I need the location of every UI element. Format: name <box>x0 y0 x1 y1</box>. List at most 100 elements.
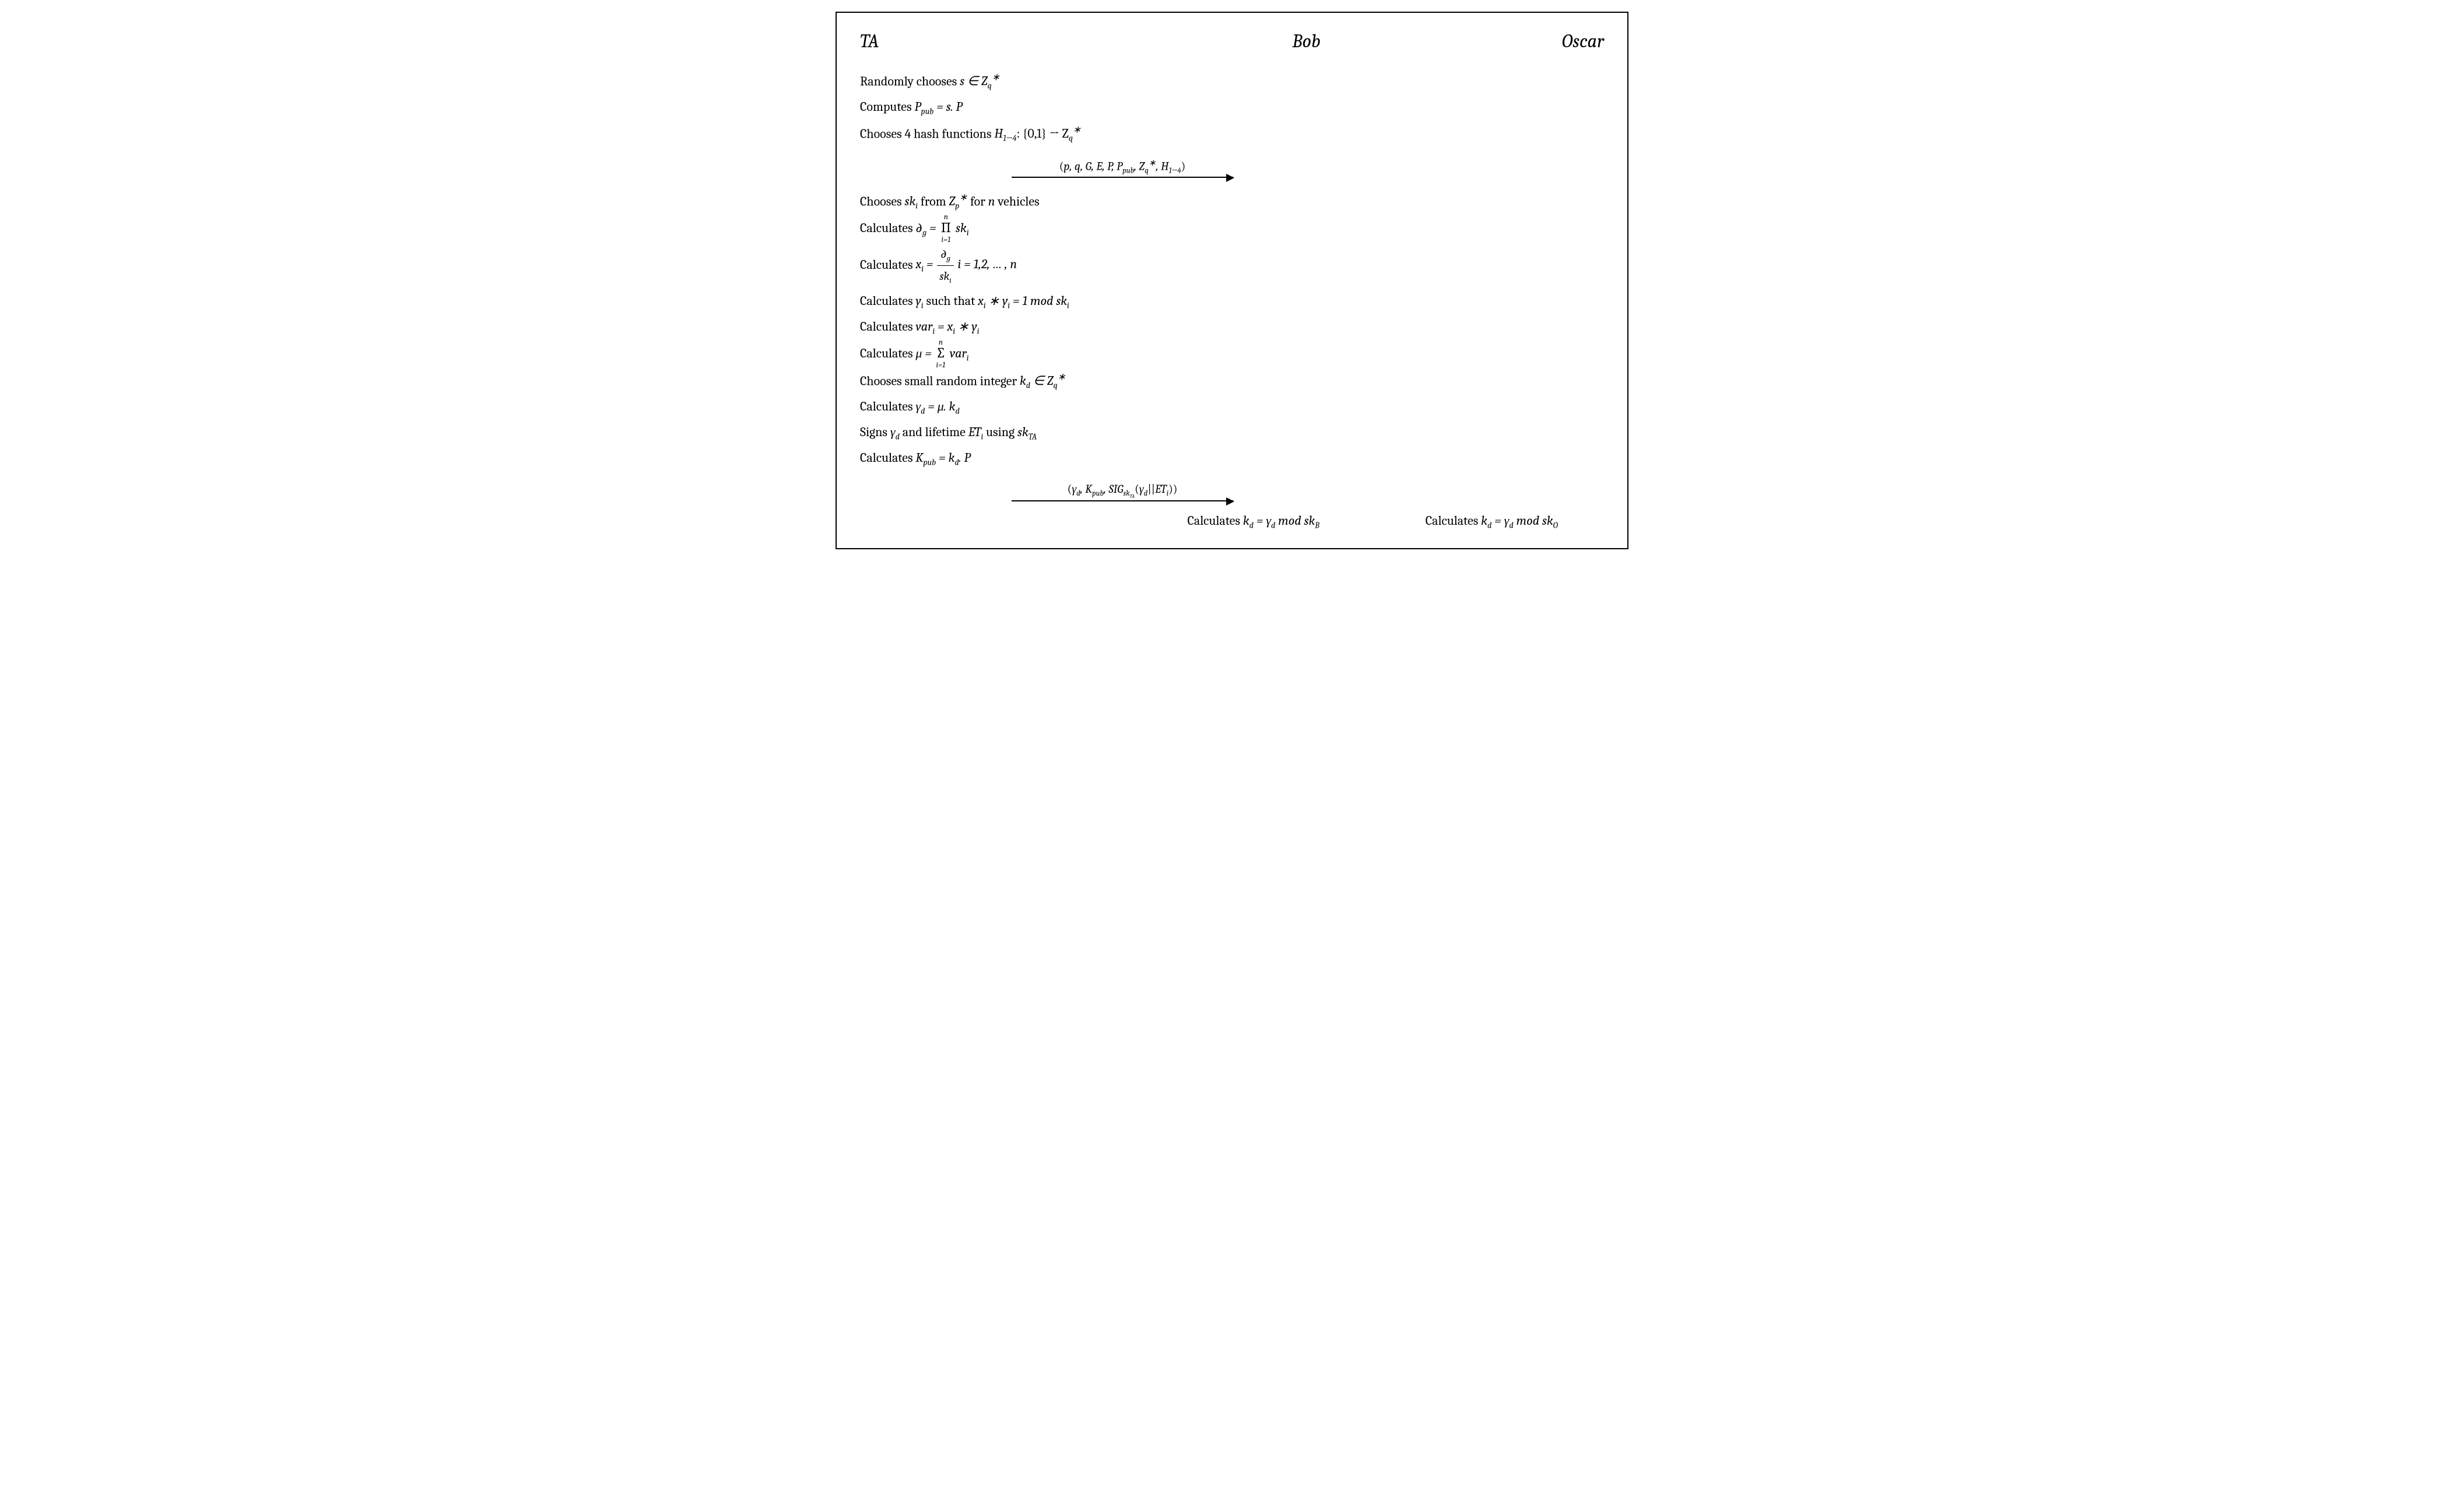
arrow1-line <box>1012 177 1233 178</box>
math: var <box>947 346 967 361</box>
math: γ <box>1072 482 1076 496</box>
math: Z <box>949 194 955 209</box>
math: ET <box>968 424 981 440</box>
text: vehicles <box>995 194 1039 209</box>
math: y <box>1002 293 1008 308</box>
math: γ <box>915 399 921 414</box>
math: K <box>915 450 923 465</box>
ta-keygen-block: Chooses ski from Zp∗ for n vehicles Calc… <box>860 189 1604 471</box>
math: k <box>1243 513 1249 528</box>
math: P <box>914 99 921 114</box>
math: i = 1,2, … , n <box>955 257 1017 272</box>
sup: ∗ <box>959 192 967 203</box>
op: || <box>1147 482 1155 496</box>
sub: i=1 <box>941 233 950 247</box>
sub: pub <box>921 107 934 117</box>
sub: d <box>1509 521 1513 531</box>
math: ET <box>1155 482 1167 496</box>
sub: q <box>988 81 992 91</box>
fraction: ∂g ski <box>937 244 953 287</box>
sup: n <box>944 210 948 224</box>
prod-op: n∏i=1 <box>940 216 952 241</box>
paren: ( <box>1135 482 1139 496</box>
footer-calcs: Calculates kd = γd mod skB Calculates k d… <box>860 513 1604 530</box>
text: Calculates <box>1187 513 1242 528</box>
eq: = <box>935 319 947 334</box>
sub: d <box>1076 489 1080 498</box>
den: sk <box>939 269 949 283</box>
sub: d <box>1026 380 1030 390</box>
math: k <box>1020 373 1026 388</box>
text: such that <box>924 293 978 308</box>
op: ∗ <box>955 319 971 334</box>
header-oscar: Oscar <box>1426 30 1610 52</box>
ta-line-choose-sk: Chooses ski from Zp∗ for n vehicles <box>860 189 1604 213</box>
sub: i <box>967 353 969 363</box>
math: y <box>915 293 921 308</box>
op: ∗ <box>986 293 1002 308</box>
math: μ = <box>915 346 934 361</box>
math: , H <box>1156 160 1168 173</box>
sub: d <box>896 432 900 442</box>
paren: ) <box>1173 482 1178 496</box>
eq: = <box>924 257 936 272</box>
sub: pub <box>1092 489 1104 498</box>
math: mod sk <box>1514 513 1553 528</box>
math: ∈ Z <box>1030 373 1053 388</box>
bob-calc: Calculates kd = γd mod skB <box>1187 513 1425 530</box>
math: = k <box>936 450 954 465</box>
page: TA Bob Oscar Randomly chooses s ∈ Zq∗ Co… <box>824 0 1640 561</box>
math: , SIG <box>1104 482 1124 496</box>
ta-line-gamma: Calculates γd = μ. kd <box>860 395 1604 419</box>
sub: i <box>967 228 969 238</box>
sup: ∗ <box>1149 157 1156 168</box>
ta-line-partial-g: Calculates ∂g = n∏i=1 ski <box>860 216 1604 241</box>
text: Computes <box>860 99 914 114</box>
text: Calculates <box>1426 513 1481 528</box>
ta-line-yi: Calculates yi such that xi ∗ yi = 1 mod … <box>860 290 1604 313</box>
math: γ <box>1139 482 1144 496</box>
sub: i <box>949 276 951 285</box>
math: ∂ <box>915 220 922 236</box>
sub: i=1 <box>936 359 945 373</box>
sub: q <box>1145 167 1149 176</box>
sup: ∗ <box>992 72 1000 83</box>
sup: n <box>939 336 943 350</box>
arrow-send-sig: (γd, Kpub, SIGskTA(γd||ETi)) <box>1012 482 1233 502</box>
text: Chooses small random integer <box>860 373 1020 388</box>
math: y <box>971 319 977 334</box>
math: = μ. k <box>925 399 955 414</box>
math: p, q, G, E, P, P <box>1063 160 1122 173</box>
diagram-frame: TA Bob Oscar Randomly chooses s ∈ Zq∗ Co… <box>836 12 1628 549</box>
arrow1-label: (p, q, G, E, P, Ppub, Zq∗, H1→4) <box>1012 157 1233 176</box>
text: Calculates <box>860 346 915 361</box>
sub: TA <box>1029 432 1037 442</box>
ta-setup-block: Randomly chooses s ∈ Zq∗ Computes Ppub =… <box>860 69 1604 146</box>
text: Calculates <box>860 399 915 414</box>
text: Chooses 4 hash functions <box>860 126 994 141</box>
math: x <box>978 293 984 308</box>
sub: TA <box>1130 493 1135 499</box>
math: s ∈ Z <box>960 73 987 89</box>
text: for <box>967 194 988 209</box>
arrow2-label: (γd, Kpub, SIGskTA(γd||ETi)) <box>1012 482 1233 500</box>
text: Calculates <box>860 450 915 465</box>
sum-op: n∑i=1 <box>936 341 946 367</box>
column-headers: TA Bob Oscar <box>860 30 1604 52</box>
math: sk <box>953 220 967 236</box>
num: ∂ <box>940 247 947 261</box>
ta-line-sign: Signs γd and lifetime ETi using skTA <box>860 421 1604 444</box>
arrow-publish-params: (p, q, G, E, P, Ppub, Zq∗, H1→4) <box>1012 157 1233 178</box>
sub: sk <box>1124 489 1130 498</box>
text: Calculates <box>860 293 915 308</box>
sub: pub <box>1122 167 1134 176</box>
sub: i <box>977 326 980 336</box>
math: . P <box>959 450 971 465</box>
paren: ) <box>1168 482 1173 496</box>
sub: g <box>947 254 950 263</box>
oscar-calc: Calculates kd = γd mod skO <box>1426 513 1604 530</box>
math: , K <box>1080 482 1092 496</box>
math: var <box>915 319 932 334</box>
math: k <box>1481 513 1487 528</box>
sub: d <box>954 458 959 468</box>
